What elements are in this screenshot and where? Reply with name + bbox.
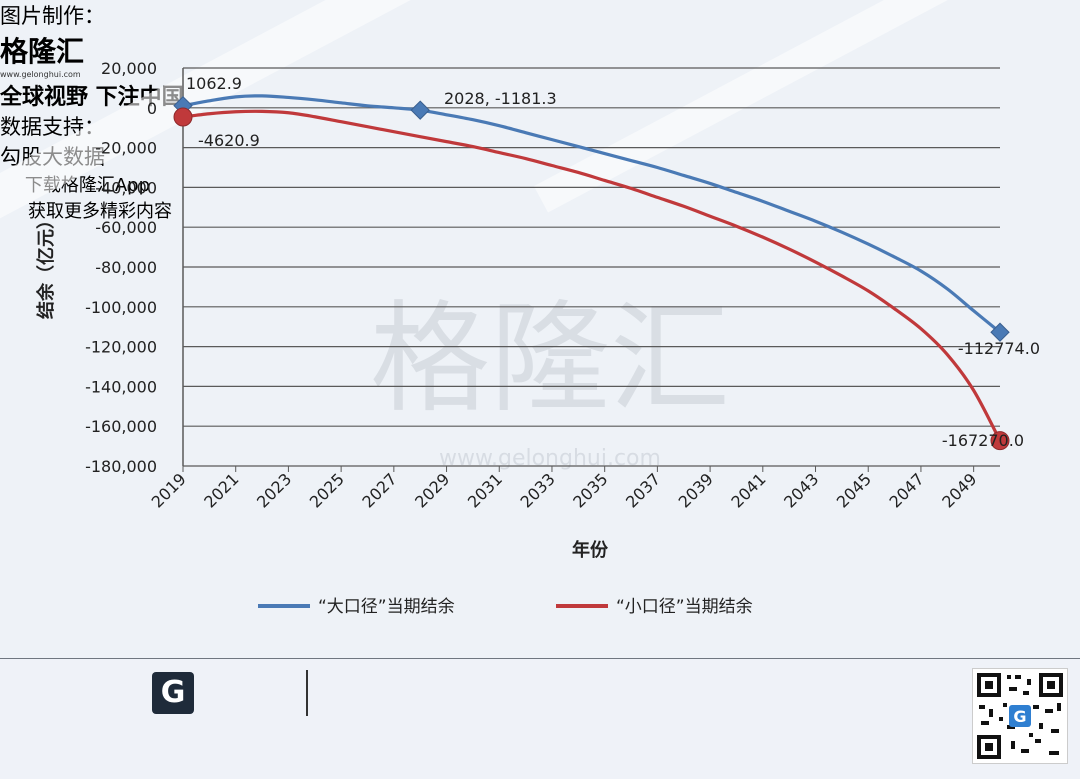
y-tick-label: 0 bbox=[147, 99, 157, 118]
x-tick-label: 2037 bbox=[622, 469, 664, 511]
watermark-text: 格隆汇 bbox=[370, 290, 730, 429]
x-tick-label: 2033 bbox=[517, 469, 559, 511]
x-tick-label: 2043 bbox=[780, 469, 822, 511]
x-tick-label: 2021 bbox=[200, 469, 242, 511]
legend: “大口径”当期结余 “小口径”当期结余 bbox=[258, 597, 753, 617]
grid bbox=[182, 67, 1000, 467]
y-tick-label: -180,000 bbox=[85, 457, 157, 476]
watermark: 格隆汇 www.gelonghui.com bbox=[370, 290, 730, 471]
made-by-label: 图片制作： bbox=[0, 4, 105, 28]
data-label: -112774.0 bbox=[958, 339, 1040, 358]
y-tick-label: -80,000 bbox=[95, 258, 157, 277]
x-tick-label: 2035 bbox=[569, 469, 611, 511]
svg-text:G: G bbox=[1013, 707, 1026, 726]
series-line-1 bbox=[182, 94, 1002, 334]
series-markers bbox=[173, 95, 1010, 451]
x-axis-ticks: 2019 2021 2023 2025 2027 2029 2031 2033 2035 2037… bbox=[148, 466, 980, 512]
qr-code-icon[interactable]: G bbox=[972, 668, 1068, 764]
data-point-marker bbox=[990, 431, 1010, 451]
data-label: -167270.0 bbox=[942, 431, 1024, 450]
data-label: -4620.9 bbox=[198, 131, 260, 150]
y-axis-ticks: 20,000 0 -20,000 -40,000 -60,000 -80,000 -100,… bbox=[85, 59, 157, 476]
y-tick-label: -40,000 bbox=[95, 178, 157, 197]
data-label: 1062.9 bbox=[186, 74, 242, 93]
y-tick-label: -140,000 bbox=[85, 377, 157, 396]
series-line-2 bbox=[182, 109, 1002, 442]
line-chart: 格隆汇 www.gelonghui.com 20,000 0 -20,000 -40,… bbox=[35, 59, 1040, 617]
footer-divider bbox=[306, 670, 308, 716]
x-tick-label: 2045 bbox=[833, 469, 875, 511]
data-label: 2028, -1181.3 bbox=[444, 89, 557, 108]
legend-label: “大口径”当期结余 bbox=[318, 597, 455, 617]
x-tick-label: 2031 bbox=[464, 469, 506, 511]
legend-label: “小口径”当期结余 bbox=[616, 597, 753, 617]
y-tick-label: -160,000 bbox=[85, 417, 157, 436]
data-point-marker bbox=[410, 100, 430, 120]
x-tick-label: 2027 bbox=[358, 469, 400, 511]
x-tick-label: 2025 bbox=[306, 469, 348, 511]
series-lines bbox=[182, 94, 1002, 442]
y-tick-label: 20,000 bbox=[101, 59, 157, 78]
x-tick-label: 2041 bbox=[727, 469, 769, 511]
y-tick-label: -100,000 bbox=[85, 298, 157, 317]
watermark-url: www.gelonghui.com bbox=[439, 446, 661, 471]
data-point-marker bbox=[173, 107, 193, 127]
brand-logo-icon: G bbox=[152, 672, 194, 714]
x-tick-label: 2049 bbox=[938, 469, 980, 511]
x-tick-label: 2039 bbox=[675, 469, 717, 511]
x-tick-label: 2023 bbox=[253, 469, 295, 511]
x-tick-label: 2047 bbox=[886, 469, 928, 511]
data-labels: 1062.9 2028, -1181.3 -112774.0 -4620.9 -1672… bbox=[186, 74, 1040, 450]
download-sub-text: 获取更多精彩内容 bbox=[28, 201, 172, 222]
x-axis-label: 年份 bbox=[572, 539, 609, 561]
x-tick-label: 2029 bbox=[411, 469, 453, 511]
y-tick-label: -60,000 bbox=[95, 218, 157, 237]
brand-name: 格隆汇 bbox=[0, 35, 85, 68]
y-tick-label: -120,000 bbox=[85, 338, 157, 357]
data-point-marker bbox=[990, 322, 1010, 342]
y-tick-label: -20,000 bbox=[95, 139, 157, 158]
brand-url: www.gelonghui.com bbox=[0, 70, 81, 79]
y-axis-label: 结余（亿元） bbox=[35, 211, 57, 319]
